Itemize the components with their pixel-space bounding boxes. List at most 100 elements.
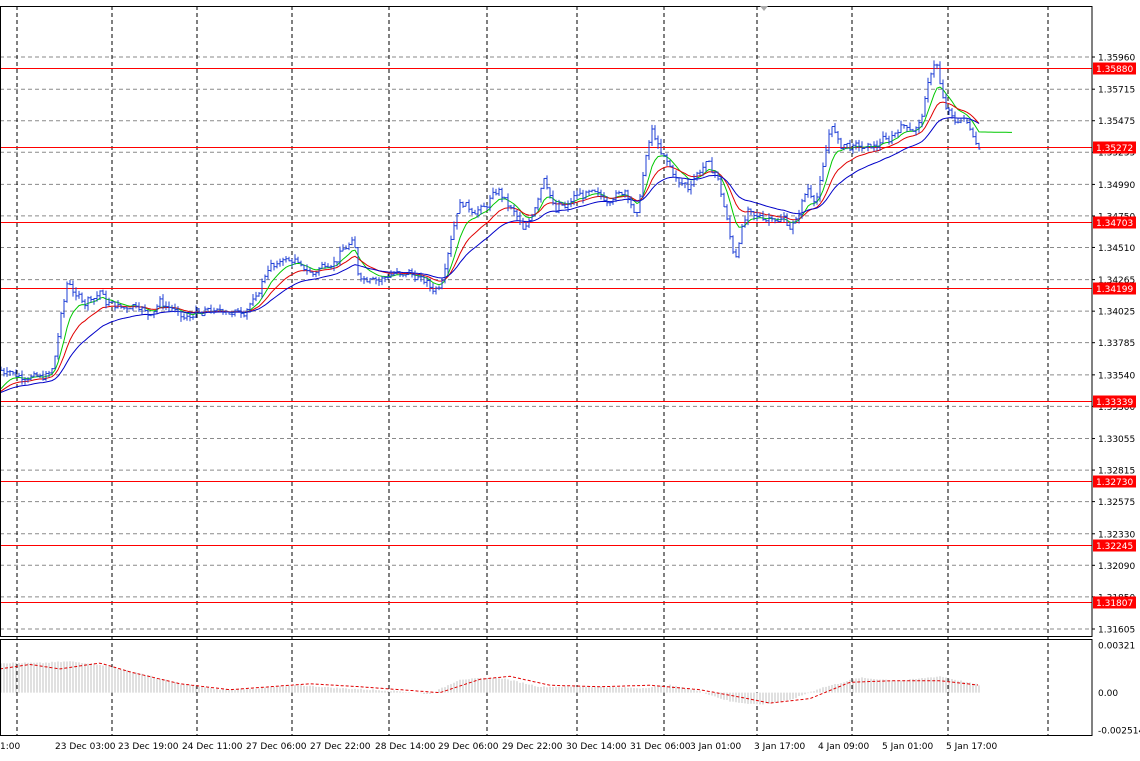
price-bar [839,137,843,150]
price-bar [593,189,597,193]
level-labels: 1.35880 1.35272 1.34703 1.34199 1.33339 1.327… [1093,62,1136,609]
oscillator-pane-border [0,639,1093,736]
price-bar [125,306,129,313]
price-bar [767,213,771,226]
y-tick-label: 1.32090 [1098,562,1135,572]
price-bar [884,132,888,140]
price-bar [191,315,195,320]
price-bar [479,204,483,215]
price-bar [500,187,504,203]
y-tick-label: 1.35475 [1098,117,1135,127]
price-bar [482,202,486,208]
price-bar [440,277,444,290]
price-bar [227,311,231,315]
price-bar [527,218,531,229]
price-bar [953,111,957,125]
price-bar [221,308,225,315]
x-tick-label: 24 Dec 11:00 [182,742,243,752]
level-label-bg [1093,395,1136,408]
price-bar [59,311,63,339]
price-bar [608,201,612,207]
price-bar [836,131,840,144]
price-bar [374,276,378,285]
price-bar [749,208,753,216]
y-tick-label: 1.31605 [1098,626,1135,636]
price-bar [464,201,468,207]
price-bar [647,140,651,160]
price-bar [803,193,807,203]
price-bar [668,159,672,168]
price-bar [701,162,705,177]
price-bar [794,216,798,224]
price-bar [47,370,51,378]
price-bar [833,123,837,134]
price-bar [632,203,636,214]
price-bar [821,162,825,182]
price-bar [791,220,795,235]
price-bar [92,298,96,305]
price-bar [131,304,135,311]
price-bar [62,299,66,318]
price-bar [359,272,363,282]
price-bar [911,128,915,132]
price-pane-border [0,6,1093,637]
candles[interactable] [0,60,981,385]
price-bar [779,214,783,223]
price-bar [617,190,621,195]
price-bar [662,153,666,158]
chart-shift-marker [760,6,768,11]
price-bar [347,242,351,251]
price-bar [569,198,573,208]
price-bar [491,187,495,200]
x-tick-label: 29 Dec 06:00 [438,742,499,752]
price-bar [53,355,57,370]
price-bar [209,304,213,314]
moving-averages [0,86,1012,393]
price-bar [548,187,552,199]
x-tick-label: 27 Dec 22:00 [310,742,371,752]
price-bar [551,190,555,206]
price-bar [458,199,462,215]
price-bar [74,287,78,301]
oscillator-signal-line [0,662,979,704]
price-bar [815,192,819,205]
price-bar [38,373,42,378]
price-bar [578,188,582,196]
price-bar [968,118,972,131]
level-label: 1.34199 [1096,285,1133,295]
price-bar [446,252,450,274]
price-bar [332,256,336,272]
price-bar [365,276,369,283]
price-bar [323,261,327,269]
price-bar [395,267,399,275]
price-bar [707,160,711,163]
y-tick-label: 1.34025 [1098,308,1135,318]
price-bar [710,157,714,174]
price-bar [29,374,33,381]
price-bar [521,217,525,230]
price-bar [296,256,300,263]
level-label: 1.34703 [1096,219,1133,229]
price-bar [566,200,570,213]
x-tick-label: 23 Dec 03:00 [55,742,116,752]
price-bar [962,114,966,122]
price-bar [518,211,522,225]
price-bar [230,311,234,318]
price-bar [932,60,936,78]
price-bar [218,304,222,313]
price-bar [545,175,549,190]
price-bar [680,178,684,186]
horizontal-levels[interactable] [0,68,1092,603]
price-bar [179,311,183,322]
price-bar [371,276,375,280]
price-bar [554,199,558,213]
price-bar [734,248,738,258]
price-bar [140,306,144,315]
x-tick-label: 3 Jan 17:00 [754,742,806,752]
price-bar [887,135,891,145]
x-tick-label: 5 Jan 01:00 [882,742,934,752]
price-bar [293,254,297,265]
price-bar [188,311,192,322]
